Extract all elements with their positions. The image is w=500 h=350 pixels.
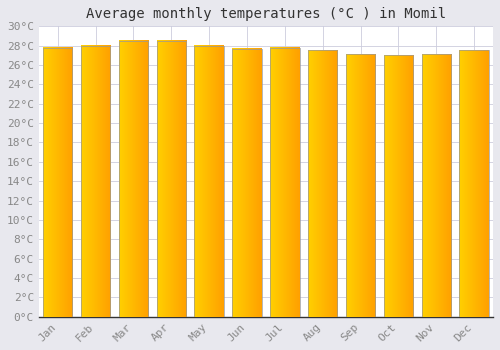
Bar — [270, 48, 300, 317]
Bar — [460, 50, 489, 317]
Title: Average monthly temperatures (°C ) in Momil: Average monthly temperatures (°C ) in Mo… — [86, 7, 446, 21]
Bar — [81, 46, 110, 317]
Bar — [156, 41, 186, 317]
Bar — [346, 54, 376, 317]
Bar — [384, 55, 413, 317]
Bar — [43, 48, 72, 317]
Bar — [308, 50, 338, 317]
Bar — [232, 49, 262, 317]
Bar — [194, 46, 224, 317]
Bar — [422, 54, 451, 317]
Bar — [118, 41, 148, 317]
